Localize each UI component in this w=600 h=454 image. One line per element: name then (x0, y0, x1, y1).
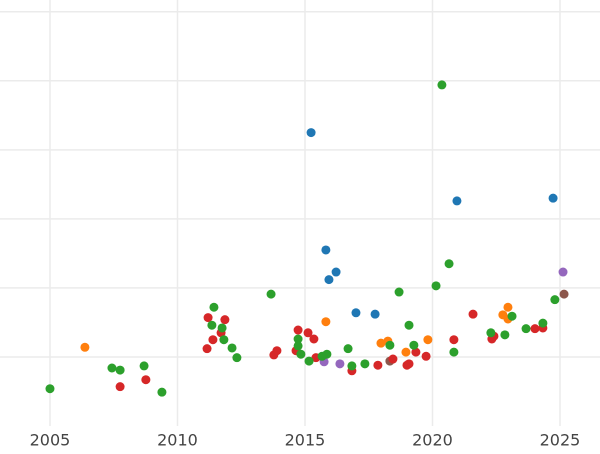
point (331, 267, 341, 277)
point (303, 328, 313, 338)
point (293, 341, 303, 351)
point (321, 317, 331, 327)
point (373, 360, 383, 370)
point (404, 320, 414, 330)
point (343, 344, 353, 354)
point (530, 324, 540, 334)
point (411, 347, 421, 357)
point (139, 361, 149, 371)
point (521, 324, 531, 334)
x-tick-label: 2010 (157, 431, 198, 450)
point (404, 359, 414, 369)
point (227, 343, 237, 353)
point (507, 311, 517, 321)
point (272, 346, 282, 356)
point (309, 334, 319, 344)
point (394, 287, 404, 297)
x-tick-label: 2005 (30, 431, 71, 450)
point (45, 384, 55, 394)
point (376, 338, 386, 348)
point (115, 382, 125, 392)
point (293, 325, 303, 335)
point (437, 80, 447, 90)
point (324, 275, 334, 285)
point (209, 302, 219, 312)
point (421, 351, 431, 361)
point (217, 323, 227, 333)
point (306, 128, 316, 138)
x-tick-label: 2020 (412, 431, 453, 450)
point (208, 335, 218, 345)
point (266, 289, 276, 299)
point (296, 349, 306, 359)
point (351, 308, 361, 318)
point (409, 340, 419, 350)
point (203, 313, 213, 323)
point (388, 354, 398, 364)
point (370, 309, 380, 319)
point (538, 318, 548, 328)
point (401, 347, 411, 357)
point (141, 375, 151, 385)
point (347, 361, 357, 371)
point (157, 387, 167, 397)
point (107, 363, 117, 373)
x-tick-label: 2015 (285, 431, 326, 450)
point (486, 328, 496, 338)
point (452, 196, 462, 206)
x-tick-label: 2025 (540, 431, 581, 450)
point (503, 302, 513, 312)
point (321, 245, 331, 255)
point (220, 315, 230, 325)
point (335, 359, 345, 369)
point (115, 365, 125, 375)
point (423, 335, 433, 345)
point (232, 353, 242, 363)
point (548, 193, 558, 203)
point (385, 340, 395, 350)
point (500, 330, 510, 340)
point (219, 335, 229, 345)
point (550, 295, 560, 305)
point (80, 342, 90, 352)
point (559, 289, 569, 299)
point (322, 349, 332, 359)
point (293, 334, 303, 344)
point (558, 267, 568, 277)
point (207, 320, 217, 330)
point (449, 335, 459, 345)
point (360, 359, 370, 369)
point (202, 344, 212, 354)
point (449, 347, 459, 357)
point (468, 309, 478, 319)
point (431, 281, 441, 291)
point (444, 259, 454, 269)
point (304, 356, 314, 366)
